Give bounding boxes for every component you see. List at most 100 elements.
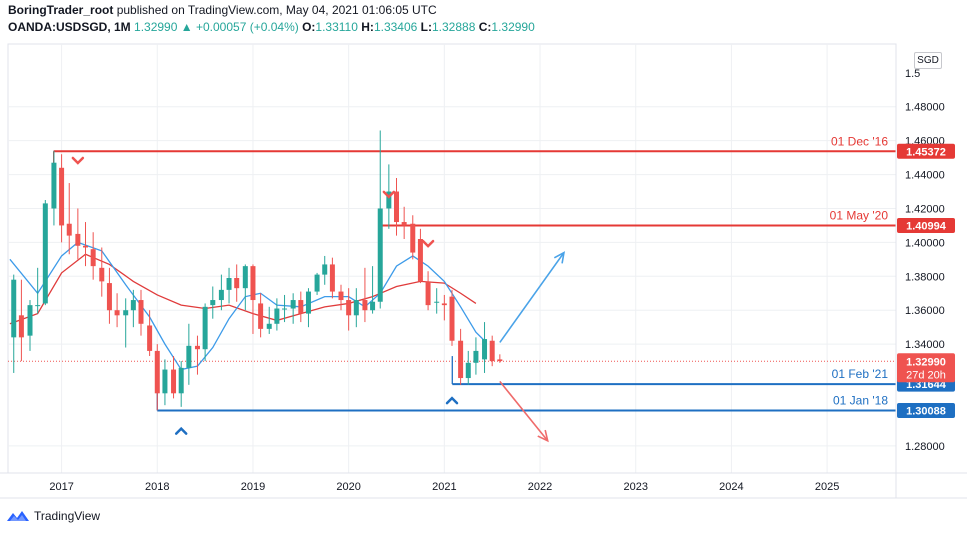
candle-body [154, 350, 160, 394]
x-tick-label: 2022 [528, 481, 552, 493]
level-badge: 1.45372 [906, 146, 946, 158]
candle [410, 215, 416, 260]
last-price-badge-bg [897, 353, 955, 383]
candle [147, 310, 153, 356]
candle-body [346, 300, 352, 316]
candle-body [18, 315, 24, 338]
candle-body [35, 305, 41, 307]
last-price: 1.32990 [134, 20, 178, 34]
level-badge: 1.40994 [906, 221, 947, 233]
candle-body [329, 264, 335, 292]
candle [305, 288, 311, 328]
y-tick-label: 1.5 [905, 68, 920, 80]
projection-up-arrow [499, 251, 566, 343]
candle-body [75, 233, 81, 246]
chevron-up-icon [445, 396, 459, 405]
candle-body [234, 278, 240, 289]
candle-body [314, 274, 320, 292]
chart-header: BoringTrader_root published on TradingVi… [8, 2, 958, 35]
candle [329, 257, 335, 299]
chevron-down-icon [421, 239, 435, 248]
candle-body [322, 264, 328, 275]
currency-badge[interactable]: SGD [914, 52, 942, 69]
y-tick-label: 1.42000 [905, 203, 945, 215]
x-tick-label: 2023 [623, 481, 647, 493]
tradingview-branding[interactable]: TradingView [6, 509, 100, 523]
candle [75, 208, 81, 260]
candle-body [106, 283, 112, 311]
candle [90, 232, 96, 280]
arrow-shaft [499, 380, 549, 442]
candle [425, 271, 431, 311]
candle [106, 267, 112, 324]
candle-body [377, 208, 383, 302]
y-tick-label: 1.38000 [905, 271, 945, 283]
candle-body [401, 222, 407, 226]
y-tick-label: 1.36000 [905, 305, 945, 317]
chevron-up-icon [174, 426, 188, 435]
candle-body [417, 239, 423, 282]
candle-body [370, 301, 376, 311]
candle-body [11, 279, 17, 338]
candle [162, 359, 168, 406]
candle-body [386, 191, 392, 209]
candle-body [130, 300, 136, 311]
y-tick-label: 1.40000 [905, 237, 945, 249]
candle [370, 266, 376, 314]
candle-body [90, 249, 96, 267]
candle [83, 222, 89, 267]
axes: 1.480001.460001.440001.420001.400001.380… [0, 44, 967, 499]
author-name[interactable]: BoringTrader_root [8, 3, 114, 17]
last-price-badge: 1.32990 [906, 356, 946, 368]
candle-body [362, 300, 368, 311]
candle-body [353, 300, 359, 316]
publish-text: published on TradingView.com, May 04, 20… [116, 3, 437, 17]
chart-grid [7, 43, 897, 474]
high-value: 1.33406 [373, 20, 418, 34]
candle-body [441, 303, 447, 306]
candle-body [425, 281, 431, 306]
candle [186, 323, 192, 385]
candle [178, 361, 184, 407]
candle [346, 288, 352, 331]
candle [258, 293, 264, 338]
candle [274, 298, 280, 331]
candle [482, 322, 488, 373]
candle-body [266, 323, 272, 329]
candle-body [482, 339, 488, 360]
candle-body [258, 303, 264, 329]
candle [35, 267, 41, 314]
x-tick-label: 2020 [336, 481, 360, 493]
symbol-label[interactable]: OANDA:USDSGD, 1M [8, 20, 131, 34]
candle-body [449, 296, 455, 341]
candle [99, 247, 105, 297]
candle [226, 267, 232, 304]
candle [234, 264, 240, 302]
close-label: C: [478, 20, 492, 34]
candle [353, 288, 359, 328]
candle-body [114, 310, 120, 316]
candles [11, 130, 503, 411]
level-label: 01 Feb '21 [832, 367, 889, 381]
candle-body [51, 162, 57, 209]
candle [66, 183, 72, 255]
candle-body [338, 291, 344, 301]
candle-body [27, 305, 33, 336]
candle-body [171, 369, 177, 394]
candle-body [59, 167, 65, 226]
tradingview-brand: TradingView [34, 509, 101, 523]
candle-body [147, 325, 153, 351]
candle [458, 328, 464, 385]
candle [138, 289, 144, 336]
candle-body [202, 306, 208, 350]
candle-body [434, 301, 440, 303]
y-tick-label: 1.48000 [905, 102, 945, 114]
level-badge-bg [897, 143, 955, 159]
candle [42, 200, 48, 306]
price-change: +0.00057 (+0.04%) [195, 20, 299, 34]
arrow-head [537, 429, 549, 443]
x-tick-label: 2019 [241, 481, 265, 493]
ohlc-line: OANDA:USDSGD, 1M 1.32990 ▲ +0.00057 (+0.… [8, 19, 958, 35]
